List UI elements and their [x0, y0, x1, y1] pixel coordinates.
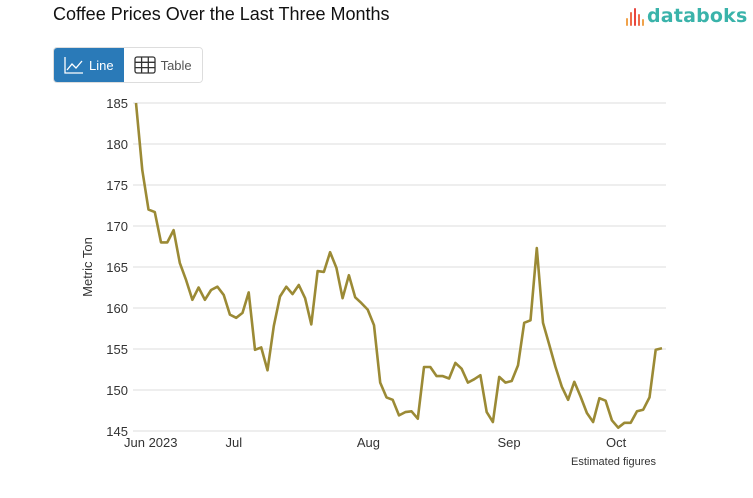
table-view-label: Table	[160, 57, 192, 73]
estimated-figures-note: Estimated figures	[571, 456, 656, 468]
y-tick-label: 175	[106, 178, 128, 193]
line-view-label: Line	[89, 57, 114, 73]
y-tick-label: 150	[106, 383, 128, 398]
x-tick-label: Oct	[606, 435, 627, 450]
y-tick-label: 180	[106, 137, 128, 152]
y-tick-label: 170	[106, 219, 128, 234]
logo-text: databoks	[647, 5, 748, 27]
logo-bars-icon	[626, 6, 644, 26]
chart-title: Coffee Prices Over the Last Three Months	[53, 4, 390, 24]
x-tick-label: Aug	[357, 435, 380, 450]
y-axis-label: Metric Ton	[80, 237, 95, 297]
table-grid-icon	[133, 56, 156, 74]
x-tick-label: Sep	[498, 435, 521, 450]
x-tick-label: Jul	[226, 435, 243, 450]
y-tick-label: 165	[106, 260, 128, 275]
databoks-logo[interactable]: databoks	[626, 4, 748, 28]
view-toggle: Line Table	[53, 47, 203, 83]
x-tick-label: Jun 2023	[124, 435, 178, 450]
line-view-button[interactable]: Line	[54, 48, 124, 82]
y-tick-label: 145	[106, 424, 128, 439]
y-tick-label: 155	[106, 342, 128, 357]
table-view-button[interactable]: Table	[123, 48, 202, 82]
y-tick-label: 160	[106, 301, 128, 316]
series-line	[134, 102, 663, 429]
y-tick-label: 185	[106, 96, 128, 111]
line-chart-icon	[64, 57, 83, 74]
